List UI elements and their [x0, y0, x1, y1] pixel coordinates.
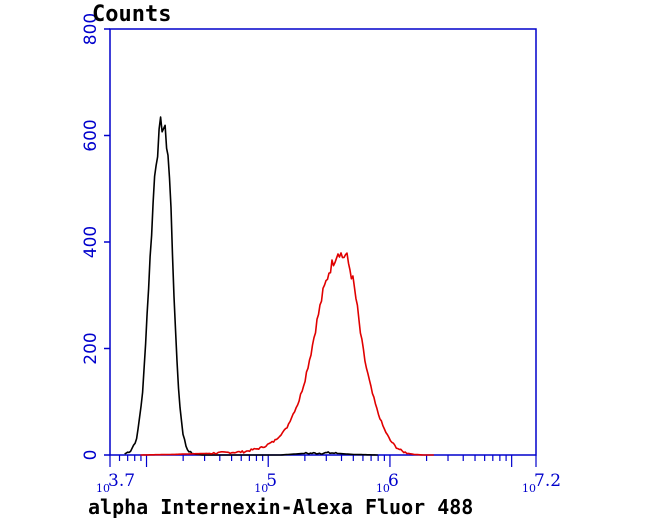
plot-frame	[109, 28, 537, 456]
series-black-line	[124, 116, 378, 456]
y-axis-label: Counts	[92, 2, 171, 27]
x-tick-label: 107.2	[522, 471, 561, 495]
x-tick-exponent: 3.7	[108, 471, 135, 491]
series-red-line	[140, 252, 434, 456]
x-tick-exponent: 5	[266, 471, 277, 491]
x-tick-label: 105	[254, 471, 277, 495]
x-tick-base: 10	[376, 482, 390, 495]
x-axis-ticks: 103.7 105 106 107.2	[96, 455, 561, 495]
x-tick-exponent: 7.2	[534, 471, 561, 491]
y-tick-label: 200	[81, 332, 101, 364]
y-tick-label: 400	[81, 226, 101, 258]
x-tick-label: 106	[376, 471, 399, 495]
x-tick-base: 10	[254, 482, 268, 495]
x-tick-label: 103.7	[96, 471, 135, 495]
x-axis-label: alpha Internexin-Alexa Fluor 488	[88, 495, 473, 519]
x-tick-exponent: 6	[388, 471, 399, 491]
series-layer	[124, 116, 434, 456]
x-tick-base: 10	[522, 482, 536, 495]
x-tick-base: 10	[96, 482, 110, 495]
y-axis-ticks: 0 200 400 600 800	[81, 13, 110, 461]
y-tick-label: 800	[81, 13, 101, 45]
y-tick-label: 0	[81, 450, 101, 461]
y-tick-label: 600	[81, 119, 101, 151]
